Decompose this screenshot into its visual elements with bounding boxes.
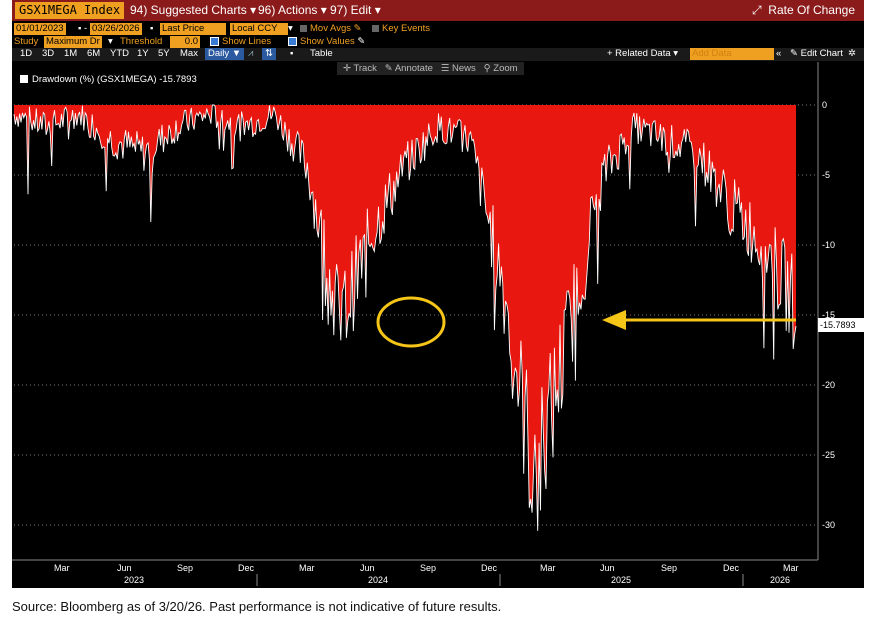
dropdown-icon[interactable]: ▾ xyxy=(108,36,113,47)
show-lines-checkbox[interactable]: Show Lines xyxy=(210,36,271,48)
currency-select[interactable]: Local CCY xyxy=(230,23,288,35)
actions-menu[interactable]: 96) Actions ▾ xyxy=(258,3,327,17)
suggested-charts-menu[interactable]: 94) Suggested Charts ▾ xyxy=(130,3,257,17)
x-tick-label: Dec xyxy=(238,563,255,573)
period-ytd[interactable]: YTD xyxy=(110,48,129,59)
x-tick-label: Mar xyxy=(299,563,315,573)
y-tick-label: -20 xyxy=(822,380,835,390)
legend-swatch xyxy=(20,75,28,84)
y-tick-label: -30 xyxy=(822,520,835,530)
period-5y[interactable]: 5Y xyxy=(158,48,170,59)
last-value-label: -15.7893 xyxy=(820,320,856,330)
study-label: Study xyxy=(14,36,39,47)
chart-tools: ✛ Track ✎ Annotate ☰ News ⚲ Zoom xyxy=(337,62,524,75)
low-highlight-circle xyxy=(376,296,446,348)
year-label: 2025 xyxy=(611,575,631,585)
calendar-icon[interactable]: ▪ xyxy=(150,23,154,34)
x-tick-label: Sep xyxy=(177,563,193,573)
expand-icon: ⤢ xyxy=(752,3,762,17)
collapse-icon[interactable]: « xyxy=(776,48,782,59)
period-1y[interactable]: 1Y xyxy=(137,48,149,59)
calendar-icon[interactable]: ▪ - xyxy=(78,23,88,34)
chart-legend: Drawdown (%) (GSX1MEGA) -15.7893 xyxy=(20,74,197,85)
bar-type-icon[interactable]: ⇅ xyxy=(262,48,276,60)
arrow-head xyxy=(602,310,626,330)
title-bar: GSX1MEGA Index 94) Suggested Charts ▾ 96… xyxy=(12,0,864,21)
related-data-menu[interactable]: + Related Data ▾ xyxy=(607,48,679,59)
frequency-select[interactable]: Daily ▼ xyxy=(205,48,245,60)
x-tick-label: Dec xyxy=(723,563,740,573)
threshold-input[interactable]: 0.0 xyxy=(170,36,200,48)
add-data-input[interactable]: Add Data xyxy=(690,48,774,60)
gear-icon[interactable]: ✲ xyxy=(848,48,856,59)
edit-chart-button[interactable]: ✎ Edit Chart xyxy=(790,48,843,59)
x-tick-label: Mar xyxy=(540,563,556,573)
y-tick-label: -15 xyxy=(822,310,835,320)
year-label: 2023 xyxy=(124,575,144,585)
period-bar: 1D 3D 1M 6M YTD 1Y 5Y Max Daily ▼ ⩘ ⇅ ▪ … xyxy=(12,48,864,61)
rate-of-change-button[interactable]: ⤢ Rate Of Change xyxy=(752,3,855,17)
x-tick-label: Jun xyxy=(117,563,132,573)
dropdown-icon[interactable]: ▾ xyxy=(288,23,293,34)
mov-avgs-toggle[interactable]: Mov Avgs ✎ xyxy=(300,23,362,35)
threshold-label: Threshold xyxy=(120,36,163,47)
start-date-input[interactable]: 01/01/2023 xyxy=(14,23,66,35)
x-tick-label: Mar xyxy=(783,563,799,573)
period-1m[interactable]: 1M xyxy=(64,48,78,59)
zoom-button[interactable]: ⚲ Zoom xyxy=(483,63,518,74)
news-button[interactable]: ☰ News xyxy=(440,63,476,74)
edit-menu[interactable]: 97) Edit ▾ xyxy=(330,3,381,17)
dropdown-icon[interactable]: ▪ xyxy=(290,48,294,59)
period-1d[interactable]: 1D xyxy=(20,48,33,59)
year-label: 2026 xyxy=(770,575,790,585)
track-button[interactable]: ✛ Track xyxy=(343,63,377,74)
x-tick-label: Dec xyxy=(481,563,498,573)
x-tick-label: Jun xyxy=(360,563,375,573)
chart-type-icon[interactable]: ⩘ xyxy=(248,48,254,59)
y-tick-label: 0 xyxy=(822,100,827,110)
drawdown-chart[interactable]: 0 -5 -10 -15 -20 -25 -30 Mar Jun Sep Dec Mar Jun Sep… xyxy=(12,0,864,588)
y-tick-label: -5 xyxy=(822,170,830,180)
show-values-checkbox[interactable]: Show Values ✎ xyxy=(288,36,365,48)
x-tick-label: Mar xyxy=(54,563,70,573)
x-tick-label: Sep xyxy=(661,563,677,573)
drawdown-area xyxy=(14,105,796,531)
end-date-input[interactable]: 03/26/2026 xyxy=(90,23,142,35)
year-label: 2024 xyxy=(368,575,388,585)
date-bar: 01/01/2023 ▪ - 03/26/2026 ▪ Last Price L… xyxy=(12,23,864,35)
table-button[interactable]: Table xyxy=(310,48,333,59)
bloomberg-terminal: GSX1MEGA Index 94) Suggested Charts ▾ 96… xyxy=(12,0,864,588)
annotate-button[interactable]: ✎ Annotate xyxy=(384,63,433,74)
price-field-select[interactable]: Last Price xyxy=(160,23,226,35)
x-tick-label: Jun xyxy=(600,563,615,573)
key-events-toggle[interactable]: Key Events xyxy=(372,23,430,35)
period-3d[interactable]: 3D xyxy=(42,48,55,59)
last-value-tag: -15.7893 xyxy=(818,318,864,332)
drawdown-line xyxy=(13,104,797,531)
study-select[interactable]: Maximum Dr xyxy=(44,36,102,48)
period-6m[interactable]: 6M xyxy=(87,48,101,59)
ticker-field[interactable]: GSX1MEGA Index xyxy=(15,2,125,19)
period-max[interactable]: Max xyxy=(180,48,198,59)
x-tick-label: Sep xyxy=(420,563,436,573)
y-tick-label: -10 xyxy=(822,240,835,250)
source-caption: Source: Bloomberg as of 3/20/26. Past pe… xyxy=(12,599,502,614)
y-tick-label: -25 xyxy=(822,450,835,460)
study-bar: Study Maximum Dr ▾ Threshold 0.0 Show Li… xyxy=(12,36,864,48)
